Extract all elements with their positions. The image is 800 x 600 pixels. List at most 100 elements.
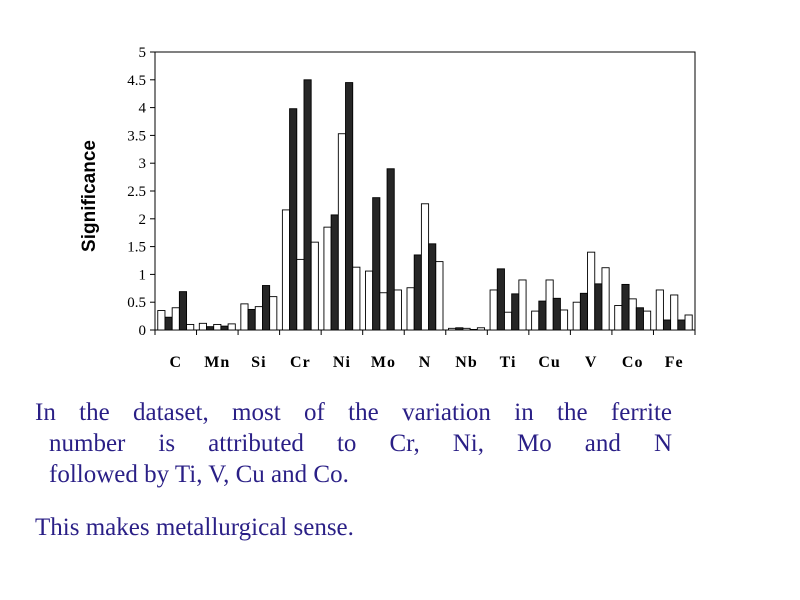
bar-si-3 [254, 306, 263, 331]
bar-ti-3 [504, 311, 513, 331]
caption-paragraph-2: This makes metallurgical sense. [35, 512, 672, 543]
y-tick-label: 3 [139, 156, 147, 172]
caption-paragraph-1: In the dataset, most of the variation in… [35, 397, 672, 490]
x-category-label: Co [622, 354, 644, 371]
y-tick-label: 1.5 [127, 240, 146, 256]
bar-mn-4 [220, 325, 229, 331]
bar-si-4 [261, 285, 271, 331]
bar-n-3 [420, 203, 430, 331]
bar-cr-3 [296, 258, 305, 331]
bar-mo-2 [372, 197, 381, 331]
bar-ni-4 [345, 82, 354, 331]
bar-c-5 [186, 323, 195, 331]
bar-cr-5 [310, 241, 319, 331]
bar-c-2 [164, 316, 173, 331]
caption-line-1: In the dataset, most of the variation in… [35, 399, 672, 426]
bar-v-5 [601, 267, 610, 331]
caption-line-2: number is attributed to Cr, Ni, Mo and N [49, 430, 672, 457]
bar-cu-5 [559, 309, 569, 331]
bar-mo-4 [386, 168, 395, 331]
bar-fe-4 [677, 319, 686, 331]
bar-mo-3 [379, 292, 388, 331]
y-tick-label: 1 [139, 267, 147, 283]
bar-mn-5 [227, 323, 236, 331]
bar-co-3 [628, 298, 637, 331]
bar-v-3 [587, 251, 596, 331]
bar-mn-1 [198, 322, 207, 331]
bar-v-2 [579, 292, 589, 331]
bar-ni-1 [323, 226, 332, 331]
bar-cu-3 [545, 279, 554, 331]
bars [157, 79, 693, 331]
bar-fe-2 [662, 319, 672, 331]
bar-n-4 [428, 243, 437, 331]
x-axis: C Mn Si Cr Ni Mo N Nb Ti Cu V Co Fe [154, 330, 696, 371]
x-category-label: C [169, 354, 182, 371]
bar-co-4 [635, 307, 644, 331]
bar-n-2 [413, 254, 422, 331]
caption-line-3: followed by Ti, V, Cu and Co. [49, 461, 349, 488]
bar-co-5 [643, 310, 652, 331]
bar-ti-5 [518, 279, 527, 331]
bar-nb-1 [448, 327, 457, 331]
y-tick-label: 3.5 [127, 128, 146, 144]
bar-si-5 [269, 296, 278, 331]
bar-cu-4 [552, 297, 561, 331]
bar-chart: 0 0.5 1 1.5 2 2.5 3 3.5 4 4.5 5 C Mn Si Cr Ni Mo N Nb Ti Cu… [79, 45, 696, 371]
x-category-label: Si [251, 354, 266, 371]
x-category-label: Cu [538, 354, 560, 371]
bar-n-5 [435, 261, 444, 331]
bar-ti-1 [489, 289, 498, 331]
x-category-label: Ni [333, 354, 351, 371]
bar-cr-1 [281, 209, 291, 331]
bar-ti-4 [511, 293, 520, 331]
bar-v-4 [594, 283, 603, 331]
x-category-label: Mn [204, 354, 230, 371]
bar-fe-1 [655, 289, 664, 331]
bar-co-1 [614, 305, 623, 331]
y-tick-label: 0 [139, 323, 147, 339]
bar-si-2 [247, 308, 256, 331]
bar-nb-5 [476, 327, 485, 331]
x-category-label: N [419, 354, 432, 371]
bar-fe-5 [684, 314, 693, 331]
x-category-label: Mo [371, 354, 396, 371]
y-tick-label: 2.5 [127, 184, 146, 200]
bar-ti-2 [496, 268, 505, 331]
bar-n-1 [406, 287, 415, 331]
bar-mn-3 [213, 323, 222, 331]
y-tick-label: 2 [139, 212, 147, 228]
bar-mo-1 [365, 270, 374, 331]
bar-c-3 [171, 307, 180, 331]
bar-ni-5 [352, 266, 361, 331]
bar-c-1 [157, 310, 166, 331]
bar-co-2 [621, 283, 630, 331]
bar-fe-3 [670, 294, 679, 331]
y-axis-label: Significance [79, 140, 100, 252]
y-tick-label: 0.5 [127, 295, 146, 311]
x-category-label: V [585, 354, 598, 371]
x-category-label: Ti [500, 354, 517, 371]
bar-mn-2 [206, 326, 215, 331]
bar-ni-3 [337, 133, 346, 331]
bar-si-1 [240, 303, 249, 331]
x-category-label: Cr [290, 354, 311, 371]
bar-cu-1 [531, 310, 540, 331]
bar-nb-2 [455, 327, 464, 331]
bar-cu-2 [538, 300, 547, 331]
bar-c-4 [178, 291, 188, 331]
bar-nb-3 [462, 327, 471, 331]
bar-cr-2 [289, 108, 298, 331]
bar-ni-2 [330, 214, 339, 331]
y-tick-label: 4 [139, 101, 147, 117]
bar-nb-4 [469, 328, 478, 331]
y-tick-label: 5 [139, 45, 147, 61]
x-category-label: Nb [455, 354, 477, 371]
bar-mo-5 [393, 289, 402, 331]
bar-v-1 [572, 301, 581, 331]
caption-line-4: This makes metallurgical sense. [35, 514, 354, 541]
bar-cr-4 [303, 79, 312, 331]
y-tick-label: 4.5 [127, 73, 146, 89]
x-category-label: Fe [665, 354, 684, 371]
y-axis: 0 0.5 1 1.5 2 2.5 3 3.5 4 4.5 5 [127, 45, 155, 339]
